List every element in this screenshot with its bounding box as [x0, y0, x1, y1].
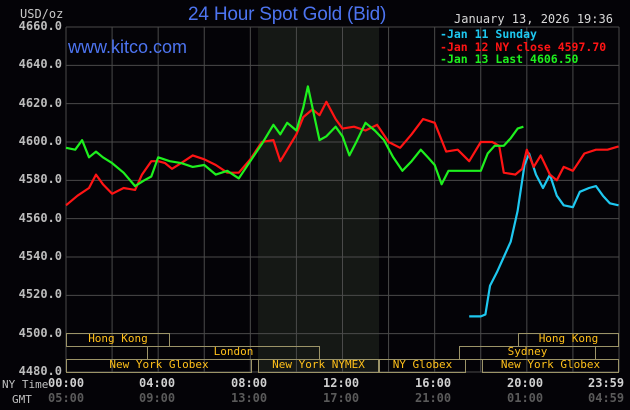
ny-time-tick: 16:00 [415, 376, 452, 390]
ny-time-tick: 12:00 [323, 376, 360, 390]
ny-time-tick: 20:00 [507, 376, 544, 390]
y-tick-label: 4580.0 [18, 172, 62, 187]
legend-item-jan12: -Jan 12 NY close 4597.70 [436, 39, 618, 54]
gmt-label: GMT [12, 393, 32, 406]
y-tick-label: 4640.0 [18, 57, 62, 72]
ny-time-label: NY Time [2, 378, 49, 391]
session-bar-new-york-nymex: New York NYMEX [258, 359, 379, 373]
gmt-time-tick: 01:00 [507, 391, 544, 405]
session-bar-ny-globex: NY Globex [379, 359, 466, 373]
gmt-time-tick: 09:00 [139, 391, 176, 405]
legend-swatch: - [440, 52, 447, 66]
ny-time-tick: 00:00 [48, 376, 85, 390]
session-bar-new-york-globex: New York Globex [482, 359, 619, 373]
gmt-time-tick: 05:00 [48, 391, 85, 405]
y-tick-label: 4500.0 [18, 325, 62, 340]
ny-time-tick: 23:59 [588, 376, 625, 390]
ny-time-tick: 04:00 [139, 376, 176, 390]
chart-title: 24 Hour Spot Gold (Bid) [188, 4, 387, 25]
legend-swatch: - [440, 27, 447, 41]
session-bar-new-york-globex: New York Globex [66, 359, 252, 373]
gmt-time-tick: 13:00 [231, 391, 268, 405]
gmt-time-tick: 21:00 [415, 391, 452, 405]
y-tick-label: 4660.0 [18, 19, 62, 33]
series-line-2 [65, 85, 524, 188]
gmt-time-tick: 17:00 [323, 391, 360, 405]
y-tick-label: 4540.0 [18, 249, 62, 263]
watermark[interactable]: www.kitco.com [68, 37, 188, 57]
legend-label: Jan 11 Sunday [446, 27, 537, 41]
y-tick-label: 4520.0 [18, 287, 62, 302]
legend-swatch: - [440, 39, 447, 54]
legend-item-jan11: -Jan 11 Sunday [436, 28, 618, 41]
timestamp: January 13, 2026 19:36 [454, 12, 613, 26]
nymex-session-shade [258, 27, 379, 372]
y-tick-label: 4560.0 [18, 210, 62, 225]
legend-label: Jan 13 Last 4606.50 [446, 52, 579, 66]
ny-time-tick: 08:00 [231, 376, 268, 390]
y-tick-label: 4600.0 [18, 134, 62, 148]
session-bar-hong-kong: Hong Kong [66, 333, 170, 347]
legend-item-jan13: -Jan 13 Last 4606.50 [436, 53, 618, 66]
legend: -Jan 11 Sunday -Jan 12 NY close 4597.70 … [436, 28, 618, 66]
legend-label: Jan 12 NY close 4597.70 [446, 39, 607, 54]
gmt-time-tick: 04:59 [588, 391, 625, 405]
y-tick-label: 4480.0 [18, 364, 62, 378]
y-axis-unit: USD/oz [20, 7, 64, 21]
y-tick-label: 4620.0 [18, 95, 62, 110]
series-line-0 [469, 152, 619, 318]
